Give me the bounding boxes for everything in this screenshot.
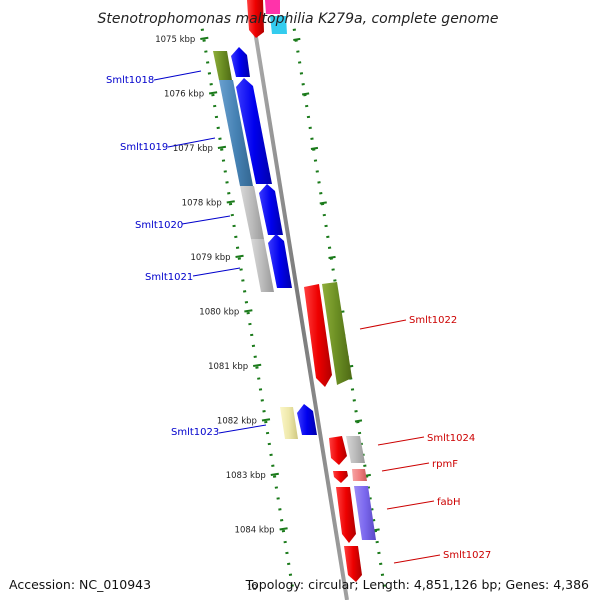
gene-label-rpmf[interactable]: rpmF bbox=[432, 459, 458, 470]
cds-top-cyan-fragment bbox=[270, 16, 287, 34]
accession-text: Accession: NC_010943 bbox=[9, 577, 152, 592]
cog-block-rpmf bbox=[352, 469, 367, 481]
major-tick bbox=[354, 419, 363, 423]
cds-arrow-smlt1021 bbox=[268, 234, 292, 288]
tick-label: 1079 kbp bbox=[190, 253, 230, 263]
gene-label-fabh[interactable]: fabH bbox=[437, 497, 461, 508]
cog-block-smlt1022 bbox=[322, 282, 352, 385]
cog-block-smlt1019 bbox=[219, 80, 253, 186]
cog-block-smlt1024 bbox=[346, 436, 365, 463]
cds-arrow-smlt1019 bbox=[236, 78, 272, 184]
gene-label-smlt1018[interactable]: Smlt1018 bbox=[106, 75, 154, 86]
leader-smlt1020 bbox=[181, 215, 231, 225]
genome-backbone bbox=[248, 0, 349, 600]
cds-top-pink-fragment bbox=[265, 0, 280, 14]
gene-label-smlt1022[interactable]: Smlt1022 bbox=[409, 315, 457, 326]
major-tick bbox=[293, 37, 301, 41]
cds-arrow-smlt1018 bbox=[231, 47, 250, 77]
tick-label: 1077 kbp bbox=[173, 144, 213, 154]
cog-block-smlt1023 bbox=[280, 407, 298, 439]
major-tick bbox=[244, 309, 253, 313]
major-tick bbox=[235, 254, 244, 258]
cds-top-red-fragment bbox=[247, 0, 264, 38]
gene-label-smlt1021[interactable]: Smlt1021 bbox=[145, 272, 193, 283]
tick-label: 1075 kbp bbox=[155, 35, 195, 45]
cog-block-smlt1021 bbox=[251, 239, 274, 292]
gene-label-group: Smlt1018 Smlt1019 Smlt1020 Smlt1021 Smlt… bbox=[106, 70, 491, 564]
cog-block-fabh bbox=[354, 486, 376, 540]
leader-smlt1021 bbox=[192, 267, 241, 277]
cds-arrow-smlt1024 bbox=[329, 436, 347, 465]
leader-smlt1027 bbox=[393, 554, 441, 564]
gene-label-smlt1024[interactable]: Smlt1024 bbox=[427, 433, 475, 444]
tick-label: 1083 kbp bbox=[226, 471, 266, 481]
major-tick bbox=[279, 527, 288, 531]
tick-label: 1082 kbp bbox=[217, 417, 257, 427]
tick-track-left: 1075 kbp 1076 kbp 1077 kbp 1078 kbp 1079 kbp… bbox=[155, 28, 294, 587]
leader-smlt1018 bbox=[153, 70, 202, 81]
cds-arrow-smlt1027 bbox=[344, 546, 362, 582]
leader-smlt1023 bbox=[218, 424, 267, 434]
major-tick bbox=[208, 91, 218, 95]
major-tick bbox=[270, 472, 279, 476]
major-tick bbox=[217, 145, 227, 149]
map-title: Stenotrophomonas maltophilia K279a, comp… bbox=[98, 11, 499, 27]
cds-arrow-rpmf bbox=[333, 471, 348, 483]
tick-label: 1080 kbp bbox=[199, 308, 239, 318]
major-tick bbox=[301, 92, 310, 96]
cog-block-smlt1018 bbox=[213, 51, 232, 80]
gene-label-smlt1019[interactable]: Smlt1019 bbox=[120, 142, 168, 153]
cds-arrow-smlt1020 bbox=[259, 184, 283, 235]
cds-arrow-fabh bbox=[336, 487, 356, 543]
genome-summary: Topology: circular; Length: 4,851,126 bp… bbox=[245, 577, 589, 592]
tick-label: 1084 kbp bbox=[235, 526, 275, 536]
major-tick bbox=[310, 146, 319, 150]
leader-smlt1024 bbox=[377, 436, 425, 446]
major-tick bbox=[319, 201, 327, 205]
cog-block-smlt1020 bbox=[240, 186, 264, 239]
gene-label-smlt1023[interactable]: Smlt1023 bbox=[171, 427, 219, 438]
gene-label-smlt1027[interactable]: Smlt1027 bbox=[443, 550, 491, 561]
leader-fabh bbox=[386, 500, 435, 510]
cds-arrow-smlt1022 bbox=[304, 284, 332, 387]
tick-label: 1078 kbp bbox=[182, 199, 222, 209]
major-tick bbox=[261, 418, 271, 422]
gene-label-smlt1020[interactable]: Smlt1020 bbox=[135, 220, 183, 231]
tick-label: 1081 kbp bbox=[208, 362, 248, 372]
leader-smlt1019 bbox=[167, 137, 216, 148]
tick-label: 1076 kbp bbox=[164, 90, 204, 100]
leader-rpmf bbox=[381, 462, 430, 472]
major-tick bbox=[226, 200, 235, 204]
leader-smlt1022 bbox=[359, 319, 407, 330]
major-tick bbox=[200, 36, 209, 40]
cds-arrow-smlt1023 bbox=[297, 404, 317, 435]
major-tick bbox=[328, 255, 336, 259]
major-tick bbox=[253, 363, 262, 367]
tick-label-cut: 10 bbox=[247, 583, 258, 592]
